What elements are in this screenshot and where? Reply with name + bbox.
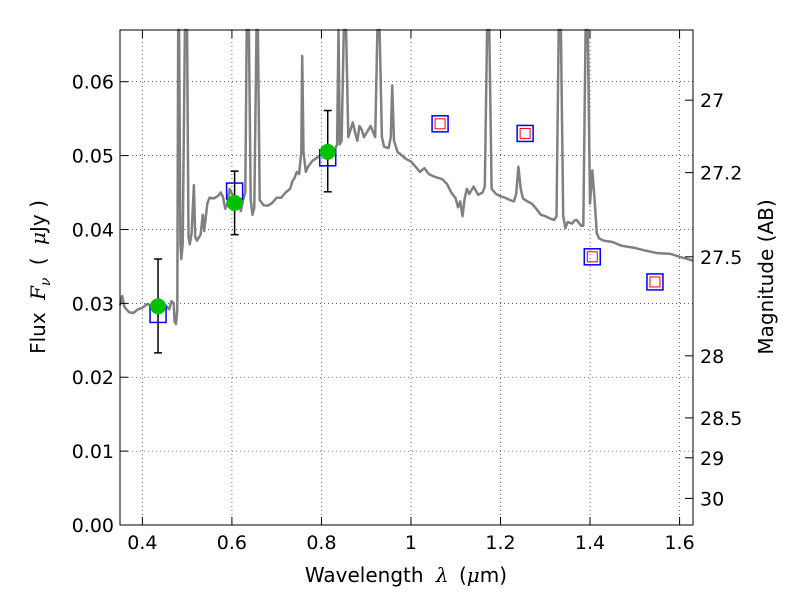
observed-point [150,298,167,315]
axis-ticks [120,30,693,526]
y-axis-title-paren: ( [26,257,50,265]
y-tick-label: 0.04 [72,219,114,241]
y2-tick-label: 27.2 [700,163,742,185]
model-box-layer [149,115,664,324]
model-box-marker [516,124,534,143]
model-spectrum-layer [118,28,694,326]
y2-tick-label: 27.5 [700,247,742,269]
x-axis-title-symbol: λ [435,563,449,587]
model-box-inner-marker [519,127,531,139]
y2-tick-labels: 27 27.2 27.5 28 28.5 29 30 [700,90,742,510]
y-tick-label: 0.05 [72,146,114,168]
y-axis-title: Flux Fν ( μJy ) [26,200,55,354]
y2-tick-label: 30 [700,488,724,510]
x-tick-label: 1.2 [485,532,515,554]
y2-axis-title: Magnitude (AB) [754,199,778,354]
x-tick-label: 1 [405,532,417,554]
y-axis-title-symbol: F [26,285,50,301]
x-axis-title-unit: m) [480,563,507,587]
y-tick-labels: 0.00 0.01 0.02 0.03 0.04 0.05 0.06 [72,72,114,537]
y2-tick-label: 28.5 [700,408,742,430]
x-axis-title: Wavelength λ (μm) [305,563,507,587]
x-tick-labels: 0.4 0.6 0.8 1 1.2 1.4 1.6 [127,532,694,554]
y-tick-label: 0.01 [72,441,114,463]
observed-point [319,143,336,160]
model-box-marker [583,248,602,266]
model-box-marker [646,273,664,291]
y2-tick-label: 29 [700,448,724,470]
observed-point-layer [150,143,336,315]
y-tick-label: 0.02 [72,367,114,389]
y-axis-title-mu: μ [26,232,50,245]
grid-lines [120,30,693,526]
model-box-inner-marker [649,276,661,288]
y-axis-title-subscript: ν [38,277,54,286]
y2-tick-label: 27 [700,90,724,112]
y-axis-title-unit: Jy ) [26,200,50,234]
y-tick-label: 0.06 [72,72,114,94]
y-tick-label: 0.03 [72,293,114,315]
observed-point [226,194,243,211]
x-tick-label: 0.8 [306,532,336,554]
y2-tick-label: 28 [700,346,724,368]
y-axis-title-text: Flux [26,312,50,354]
y-tick-label: 0.00 [72,515,114,537]
x-tick-label: 1.6 [664,532,694,554]
x-tick-label: 0.6 [217,532,247,554]
plot-area [120,30,693,525]
model-spectrum-line [118,28,694,326]
x-axis-title-paren: ( [459,563,467,587]
model-box-marker [431,115,449,133]
x-tick-label: 1.4 [575,532,605,554]
model-box-inner-marker [434,118,446,130]
x-axis-title-text: Wavelength [305,563,424,587]
model-box-inner-marker [586,251,598,263]
x-tick-label: 0.4 [127,532,157,554]
plot-frame [119,29,694,526]
x-axis-title-mu: μ [467,563,480,587]
